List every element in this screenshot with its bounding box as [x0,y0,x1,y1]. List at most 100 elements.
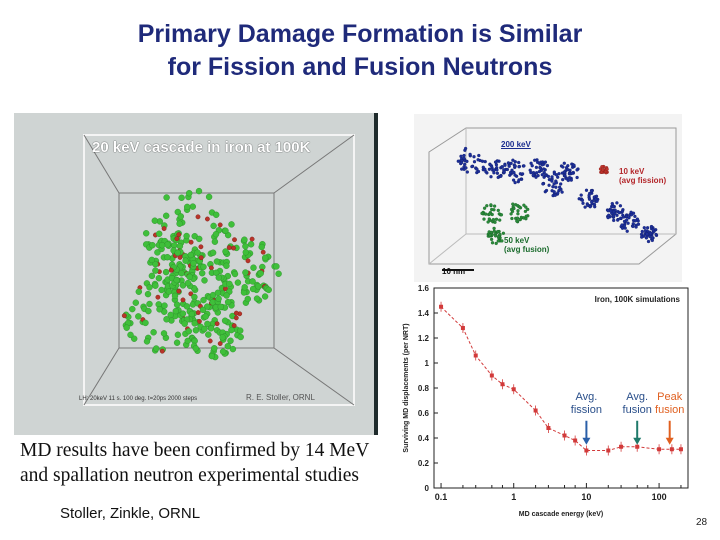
cluster-atom [586,203,590,208]
interstitial-atom [151,217,159,224]
vacancy-atom [231,245,236,251]
cluster-atom [593,205,597,209]
cluster-atom [551,185,555,189]
cluster-atom [514,203,518,207]
comparison-drawing [428,127,677,271]
interstitial-atom [241,284,248,291]
data-point [619,444,624,449]
annotation-label-line1: Avg. [626,391,648,403]
box-edge-bl [83,347,120,406]
interstitial-atom [183,232,190,240]
label-50kev-line2: (avg fusion) [504,245,550,254]
label-50kev: 50 keV (avg fusion) [504,236,549,254]
cluster-atom [516,209,520,213]
cluster-atom [550,179,554,183]
cluster-atom [465,170,469,174]
annotation-label-line1: Avg. [575,391,597,403]
image-edge [374,113,378,435]
vacancy-atom [232,237,237,243]
data-point [473,353,478,358]
interstitial-atom [199,306,207,314]
data-point [439,304,444,309]
interstitial-atom [223,262,230,270]
interstitial-atom [236,327,244,334]
interstitial-atom [198,269,206,277]
interstitial-atom [257,270,264,277]
cluster-atom [476,158,480,162]
interstitial-atom [164,253,171,261]
cluster-atom [493,220,497,224]
interstitial-atom [185,327,193,335]
cluster-atom [482,217,486,221]
cluster-atom [533,158,537,162]
interstitial-atom [200,263,207,271]
cluster-10kev [598,164,609,175]
cluster-atom [520,172,525,176]
cluster-atom [492,229,496,233]
cluster-atom [489,230,493,235]
y-tick-label: 0.6 [418,409,430,418]
cluster-atom [500,239,504,243]
cluster-atom [557,185,562,189]
interstitial-atom [211,238,219,245]
cluster-atom [501,231,506,235]
cluster-atom [645,232,649,236]
interstitial-atom [265,286,272,294]
cluster-atom [518,217,522,222]
y-tick-label: 1.4 [418,309,430,318]
interstitial-atom [152,345,160,352]
interstitial-atom [188,310,196,318]
y-axis-label: Surviving MD displacements (per NRT) [403,323,410,452]
cluster-atom [615,201,619,205]
caption: MD results have been confirmed by 14 MeV… [20,438,380,488]
cluster-atom [487,167,492,171]
cluster-atom [496,239,500,243]
cluster-atom [517,178,521,182]
x-tick-label: 100 [652,492,667,502]
interstitial-atom [208,352,216,360]
cluster-atom [476,169,481,174]
interstitial-atom [158,286,165,294]
interstitial-atom [204,320,211,328]
cluster-atom [625,229,629,233]
cluster-atom [494,217,499,221]
interstitial-atom [142,230,150,237]
interstitial-atom [178,269,185,277]
data-point [678,447,683,452]
cluster-atom [579,193,583,197]
interstitial-atom [275,270,282,278]
interstitial-atom [149,241,156,249]
slide-title: Primary Damage Formation is Similar for … [0,18,720,84]
interstitial-atom [214,289,222,297]
box-edge-tl [83,134,120,194]
vacancy-atom [231,323,237,329]
cluster-atom [495,171,500,175]
interstitial-atom [249,278,256,285]
cluster-atom [472,155,476,159]
cluster-atom [507,164,511,168]
box-edge-tr [273,134,355,194]
cluster-atom [611,204,615,209]
label-10kev-line2: (avg fission) [619,176,667,185]
cluster-atom [531,173,535,177]
cluster-atom [516,212,520,216]
cluster-atom [492,204,497,208]
chart-svg: 0 0.2 0.4 0.6 0.8 1 1.2 1.4 1.6 0.1 1 10 100 MD casca… [403,284,689,518]
data-point [657,447,662,452]
y-tick-label: 1 [425,359,430,368]
vacancy-atom [208,265,214,271]
interstitial-atom [173,276,180,284]
interstitial-atom [242,243,249,250]
interstitial-atom [173,339,181,346]
cluster-atom [538,162,542,166]
vacancy-atom [180,297,186,303]
vacancy-atom [233,310,239,316]
cluster-atom [553,193,557,197]
cluster-atom [581,201,585,205]
cluster-atom [489,175,493,179]
cluster-atom [488,212,492,216]
vacancy-atom [121,313,127,319]
x-axis-label: MD cascade energy (keV) [519,511,603,518]
cluster-atom [645,226,650,230]
interstitial-atom [172,307,180,315]
